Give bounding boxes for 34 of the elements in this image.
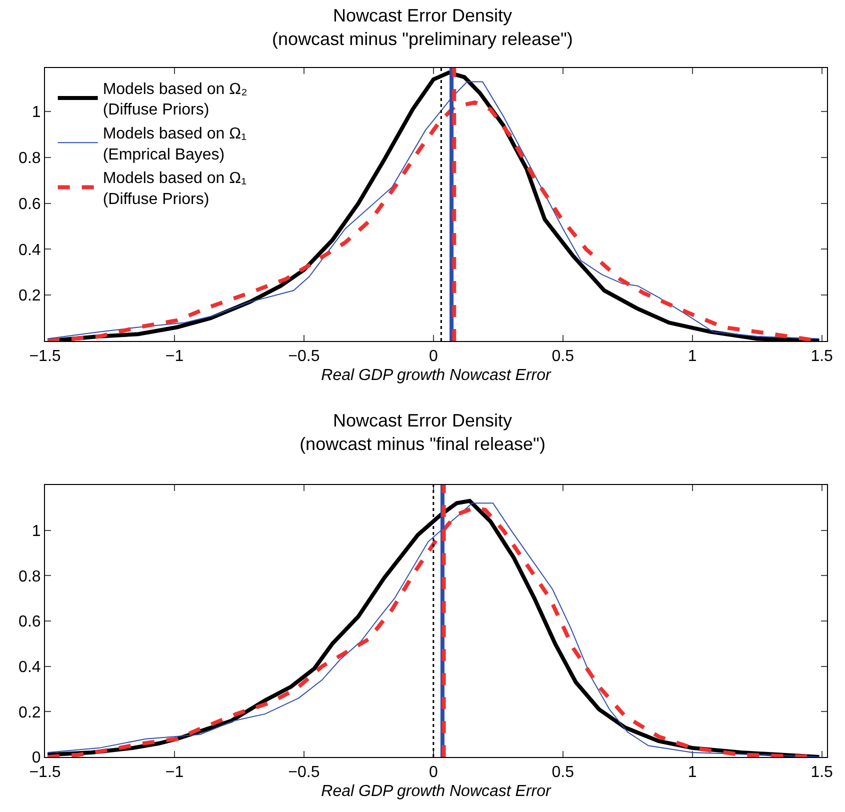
x-tick-label: −1.5 [29, 764, 61, 782]
y-tick-label: 0.8 [18, 150, 41, 168]
x-axis-title: Real GDP growth Nowcast Error [321, 366, 552, 384]
chart-title: Nowcast Error Density [332, 410, 512, 431]
legend-label: Models based on Ω₂ (Diffuse Priors) [102, 80, 248, 119]
y-tick-label: 0.4 [18, 658, 41, 676]
x-tick-label: 1.5 [810, 348, 834, 366]
y-tick-label: 1 [32, 522, 41, 540]
x-tick-label: 0 [428, 764, 438, 782]
x-tick-label: 1 [688, 764, 697, 782]
legend-label: Models based on Ω₁ (Emprical Bayes) [102, 125, 246, 164]
y-tick-label: 0.6 [18, 614, 41, 631]
x-tick-label: 1 [688, 348, 697, 366]
y-tick-label: 1 [32, 104, 41, 122]
y-tick-label: 0.8 [18, 568, 41, 586]
x-tick-label: −1.5 [29, 348, 61, 366]
x-tick-label: −0.5 [288, 348, 320, 366]
x-tick-label: 1.5 [810, 764, 834, 782]
y-tick-label: 0.6 [18, 196, 41, 213]
x-tick-label: 0.5 [552, 764, 574, 782]
chart-title: Nowcast Error Density [332, 6, 512, 26]
y-tick-label: 0.2 [18, 704, 41, 722]
x-tick-label: 0.5 [552, 348, 574, 366]
legend-label: Models based on Ω₁ (Diffuse Priors) [102, 170, 246, 208]
y-tick-label: 0.4 [18, 242, 41, 259]
x-tick-label: 0 [428, 348, 438, 366]
chart-subtitle: (nowcast minus "final release") [300, 434, 546, 454]
chart-subtitle: (nowcast minus "preliminary release") [272, 29, 573, 49]
x-tick-label: −1 [165, 764, 184, 782]
y-tick-label: 0.2 [18, 288, 41, 305]
x-tick-label: −1 [165, 348, 184, 366]
y-tick-label: 0 [32, 750, 41, 767]
x-axis-title: Real GDP growth Nowcast Error [321, 782, 552, 800]
x-tick-label: −0.5 [288, 764, 320, 782]
